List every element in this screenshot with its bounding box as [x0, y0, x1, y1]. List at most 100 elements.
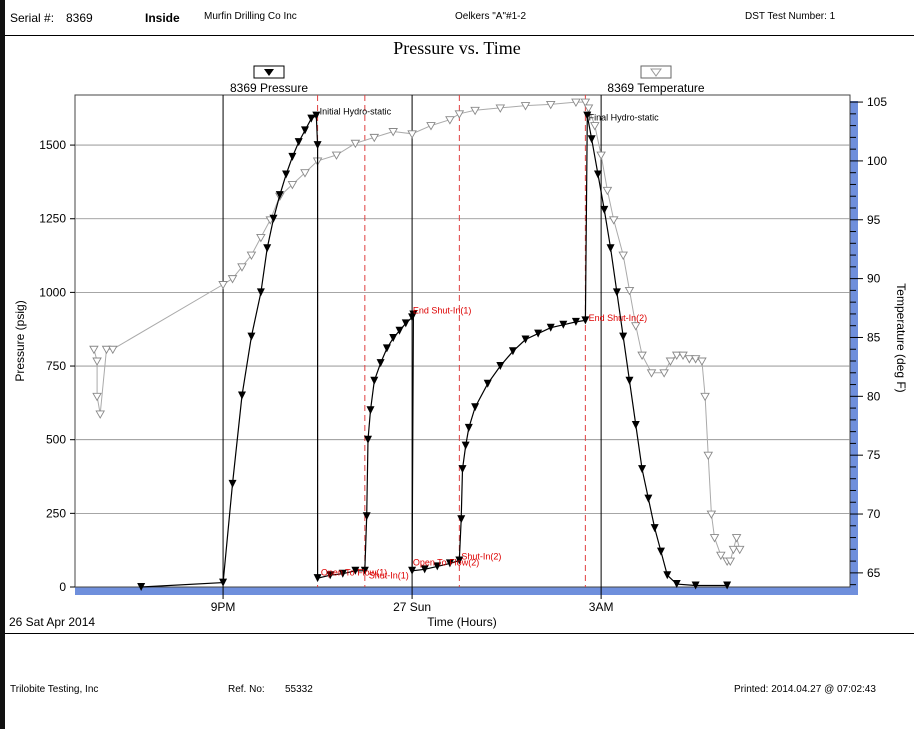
temperature-point — [671, 351, 682, 361]
pressure-point — [464, 423, 473, 432]
footer-company: Trilobite Testing, Inc — [10, 684, 99, 695]
well-name: Oelkers "A"#1-2 — [455, 11, 527, 22]
temperature-point — [659, 369, 669, 378]
temperature-point — [388, 128, 398, 137]
pressure-point — [408, 566, 417, 575]
event-annotation: End Shut-In(2) — [589, 313, 648, 323]
temperature-point — [545, 100, 556, 110]
y2-tick-label: 95 — [867, 213, 881, 227]
x-axis-bar — [75, 587, 858, 595]
temperature-point — [596, 151, 606, 160]
event-annotation: End Shut-In(1) — [413, 305, 472, 315]
y-tick-label: 1000 — [39, 285, 66, 299]
pressure-point — [593, 170, 602, 179]
pressure-point — [663, 571, 672, 580]
pressure-point — [483, 379, 492, 388]
pressure-point — [338, 569, 347, 578]
pressure-point — [307, 114, 316, 123]
pressure-point — [612, 288, 621, 297]
legend-temperature-label: 8369 Temperature — [607, 81, 705, 95]
y-tick-label: 250 — [46, 506, 66, 520]
temperature-point — [706, 510, 717, 519]
y2-tick-label: 65 — [867, 566, 881, 580]
temperature-point — [495, 104, 506, 113]
pressure-point — [650, 524, 659, 533]
legend-pressure-marker — [264, 69, 274, 76]
temperature-point — [108, 345, 118, 355]
temperature-point — [608, 216, 619, 225]
pressure-line — [141, 114, 728, 588]
pressure-point — [606, 244, 615, 253]
pressure-point — [376, 359, 385, 368]
temperature-point — [602, 186, 613, 196]
temperature-point — [583, 104, 594, 113]
pressure-point — [583, 111, 592, 120]
temperature-point — [470, 106, 480, 116]
pressure-point — [409, 310, 418, 319]
temperature-point — [734, 545, 745, 555]
temperature-point — [665, 357, 676, 366]
pressure-point — [559, 320, 568, 329]
legend-pressure-label: 8369 Pressure — [230, 81, 308, 95]
y-tick-label: 0 — [59, 580, 66, 594]
pressure-point — [644, 494, 653, 503]
event-annotation: Open To Flow(1) — [321, 568, 387, 578]
temperature-point — [697, 357, 707, 366]
y2-tick-label: 105 — [867, 95, 887, 109]
pressure-point — [351, 566, 360, 575]
temperature-point — [218, 281, 228, 290]
temperature-point — [407, 130, 417, 139]
temperature-point — [101, 345, 112, 355]
pressure-point — [366, 406, 375, 415]
y2-tick-label: 80 — [867, 389, 881, 403]
ref-number: 55332 — [285, 684, 313, 695]
pressure-point — [457, 515, 466, 524]
temperature-point — [731, 534, 742, 543]
temperature-point — [590, 122, 600, 131]
pressure-point — [263, 244, 272, 253]
pressure-point — [581, 316, 590, 325]
pressure-point — [370, 376, 379, 385]
pressure-point — [313, 574, 322, 583]
pressure-point — [269, 214, 278, 223]
pressure-point — [458, 465, 467, 474]
y2-tick-label: 100 — [867, 154, 887, 168]
ref-label: Ref. No: — [228, 684, 265, 695]
dst-test-number: DST Test Number: 1 — [745, 11, 836, 22]
start-date-label: 26 Sat Apr 2014 — [9, 615, 95, 629]
y-tick-label: 750 — [46, 359, 66, 373]
serial-number: 8369 — [66, 11, 93, 25]
temperature-point — [426, 122, 436, 131]
y2-axis-label: Temperature (deg F) — [894, 283, 908, 392]
temperature-point — [520, 102, 531, 111]
company-name: Murfin Drilling Co Inc — [204, 11, 297, 22]
gauge-location: Inside — [145, 11, 180, 25]
pressure-point — [672, 580, 681, 589]
x-tick-label: 9PM — [211, 600, 236, 614]
y-tick-label: 1500 — [39, 138, 66, 152]
pressure-point — [282, 170, 291, 179]
pressure-point — [389, 334, 398, 343]
temperature-point — [300, 169, 310, 178]
y2-tick-label: 85 — [867, 330, 881, 344]
temperature-point — [369, 133, 380, 143]
temperature-point — [728, 545, 739, 555]
plot-area — [74, 94, 851, 588]
y-tick-label: 500 — [46, 433, 66, 447]
chart-title: Pressure vs. Time — [393, 38, 521, 58]
y-tick-label: 1250 — [39, 212, 66, 226]
pressure-point — [326, 571, 335, 580]
temperature-point — [95, 410, 105, 419]
pressure-point — [312, 111, 321, 120]
pressure-point — [228, 479, 237, 488]
pressure-point — [656, 547, 665, 556]
temperature-point — [716, 551, 726, 561]
pressure-point — [300, 126, 309, 135]
event-annotation: Shut-In(2) — [461, 551, 501, 561]
x-tick-label: 3AM — [589, 600, 614, 614]
temperature-point — [89, 345, 99, 355]
pressure-point — [638, 465, 647, 474]
pressure-point — [288, 152, 297, 161]
pressure-point — [461, 441, 470, 450]
